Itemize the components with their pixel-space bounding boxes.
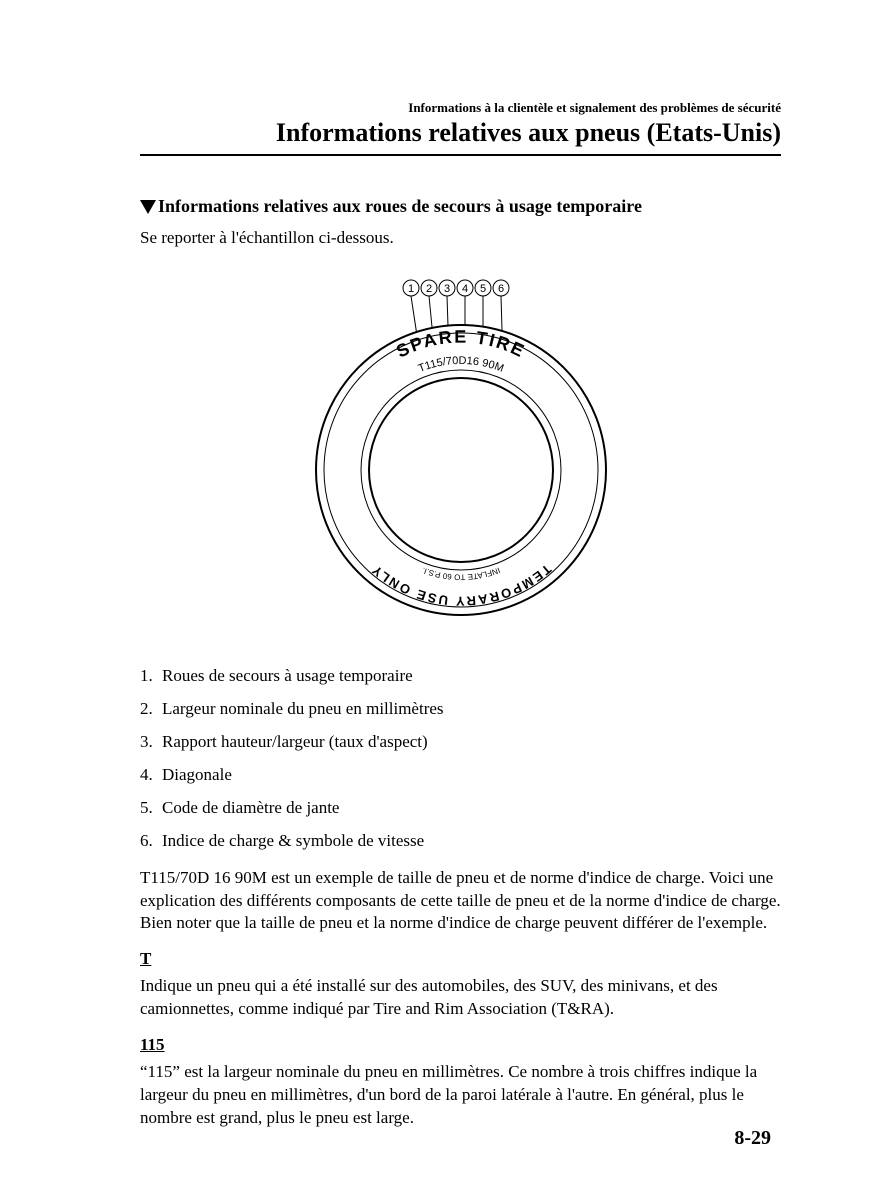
list-item: Code de diamètre de jante [140, 797, 781, 820]
section-title-text: Informations relatives aux roues de seco… [158, 196, 642, 216]
svg-text:2: 2 [425, 283, 431, 295]
subbody-115: “115” est la largeur nominale du pneu en… [140, 1061, 781, 1130]
tire-figure: 123456 SPARE TIRE T115/70D16 90M [140, 270, 781, 635]
page-number: 8-29 [734, 1127, 771, 1150]
list-item: Diagonale [140, 764, 781, 787]
list-item: Rapport hauteur/largeur (taux d'aspect) [140, 731, 781, 754]
subbody-t: Indique un pneu qui a été installé sur d… [140, 975, 781, 1021]
section-title: Informations relatives aux roues de seco… [140, 196, 781, 217]
subhead-t: T [140, 949, 781, 969]
svg-text:4: 4 [461, 283, 467, 295]
svg-text:5: 5 [479, 283, 485, 295]
svg-text:3: 3 [443, 283, 449, 295]
header-chapter: Informations à la clientèle et signaleme… [140, 100, 781, 116]
intro-text: Se reporter à l'échantillon ci-dessous. [140, 227, 781, 250]
legend-list: Roues de secours à usage temporaire Larg… [140, 665, 781, 853]
header-title: Informations relatives aux pneus (Etats-… [140, 118, 781, 156]
list-item: Indice de charge & symbole de vitesse [140, 830, 781, 853]
subhead-115: 115 [140, 1035, 781, 1055]
svg-text:1: 1 [407, 283, 413, 295]
list-item: Largeur nominale du pneu en millimètres [140, 698, 781, 721]
svg-text:6: 6 [497, 283, 503, 295]
triangle-icon [140, 200, 156, 214]
list-item: Roues de secours à usage temporaire [140, 665, 781, 688]
para-example: T115/70D 16 90M est un exemple de taille… [140, 867, 781, 936]
